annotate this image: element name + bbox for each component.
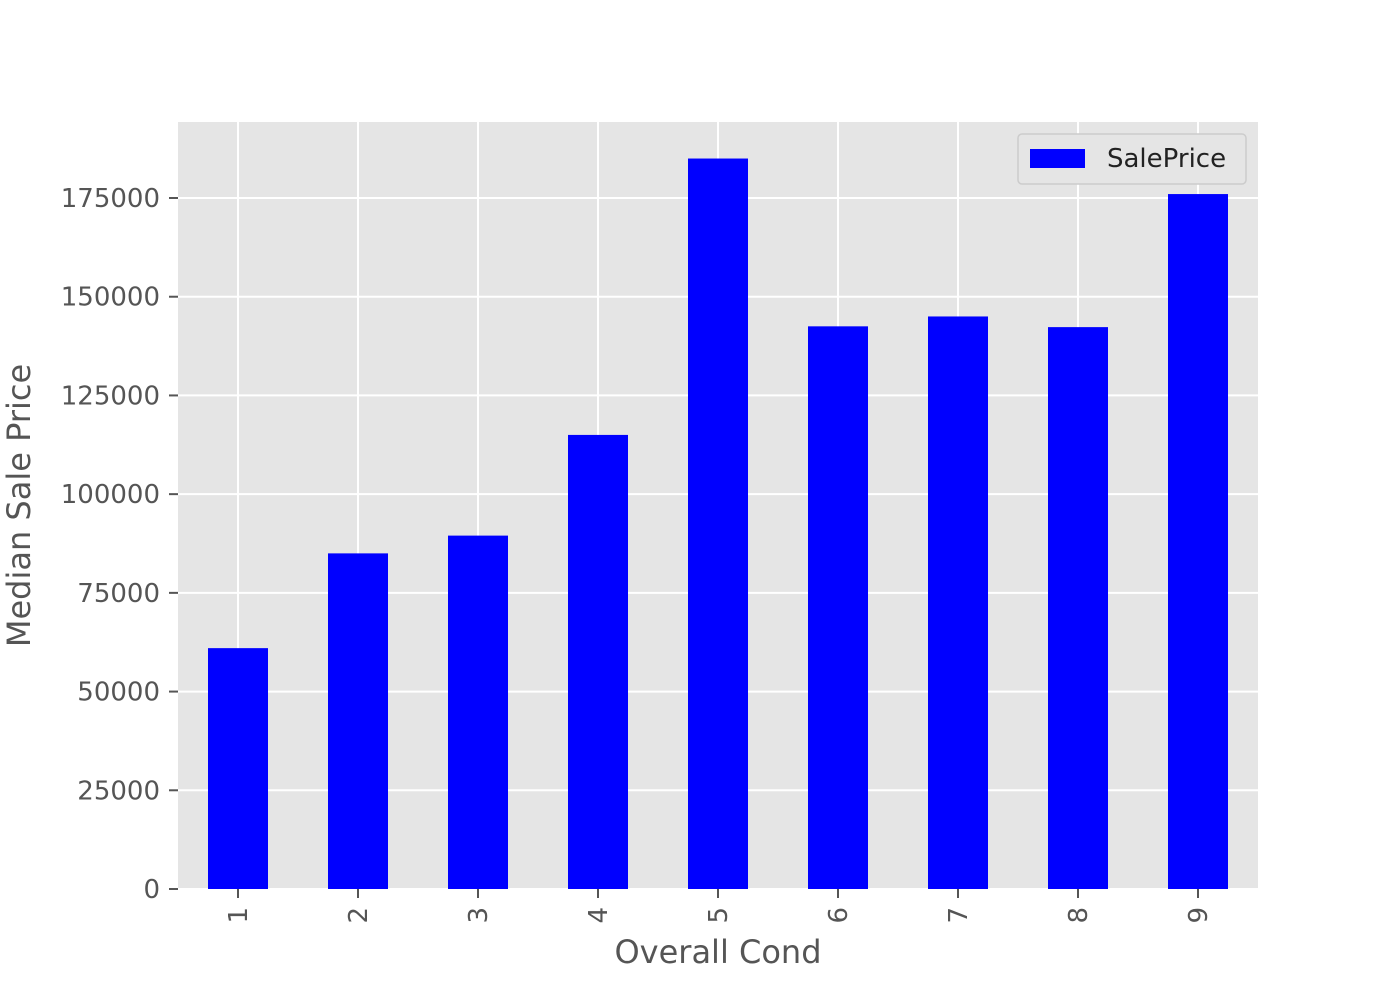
x-axis-label: Overall Cond bbox=[614, 933, 821, 971]
bar-2 bbox=[328, 553, 388, 889]
y-tick-label: 150000 bbox=[61, 283, 160, 313]
x-tick-label: 7 bbox=[944, 907, 974, 924]
bar-9 bbox=[1168, 194, 1228, 889]
y-tick-label: 75000 bbox=[77, 579, 160, 609]
y-tick-label: 0 bbox=[143, 875, 160, 905]
bar-8 bbox=[1048, 327, 1108, 889]
bar-1 bbox=[208, 648, 268, 889]
y-axis-ticks: 0 25000 50000 75000 100000 125000 150000 175000 bbox=[61, 184, 178, 905]
y-tick-label: 125000 bbox=[61, 381, 160, 411]
y-tick-label: 175000 bbox=[61, 184, 160, 214]
x-axis-ticks: 1 2 3 4 5 6 7 8 9 bbox=[224, 889, 1214, 924]
legend: SalePrice bbox=[1017, 133, 1247, 185]
y-tick-label: 100000 bbox=[61, 480, 160, 510]
x-tick-label: 3 bbox=[464, 907, 494, 924]
bar-5 bbox=[688, 158, 748, 889]
y-axis-label: Median Sale Price bbox=[0, 364, 38, 647]
x-tick-label: 2 bbox=[344, 907, 374, 924]
bar-4 bbox=[568, 434, 628, 889]
y-tick-label: 25000 bbox=[77, 776, 160, 806]
bar-6 bbox=[808, 326, 868, 889]
x-tick-label: 6 bbox=[824, 907, 854, 924]
x-tick-label: 1 bbox=[224, 907, 254, 924]
legend-swatch bbox=[1030, 149, 1085, 168]
x-tick-label: 5 bbox=[704, 907, 734, 924]
bar-7 bbox=[928, 316, 988, 889]
x-tick-label: 8 bbox=[1064, 907, 1094, 924]
y-tick-label: 50000 bbox=[77, 678, 160, 708]
bars bbox=[208, 158, 1228, 889]
legend-label: SalePrice bbox=[1107, 144, 1226, 174]
x-tick-label: 9 bbox=[1184, 907, 1214, 924]
legend-box bbox=[1017, 133, 1247, 185]
x-tick-label: 4 bbox=[584, 907, 614, 924]
bar-3 bbox=[448, 535, 508, 889]
